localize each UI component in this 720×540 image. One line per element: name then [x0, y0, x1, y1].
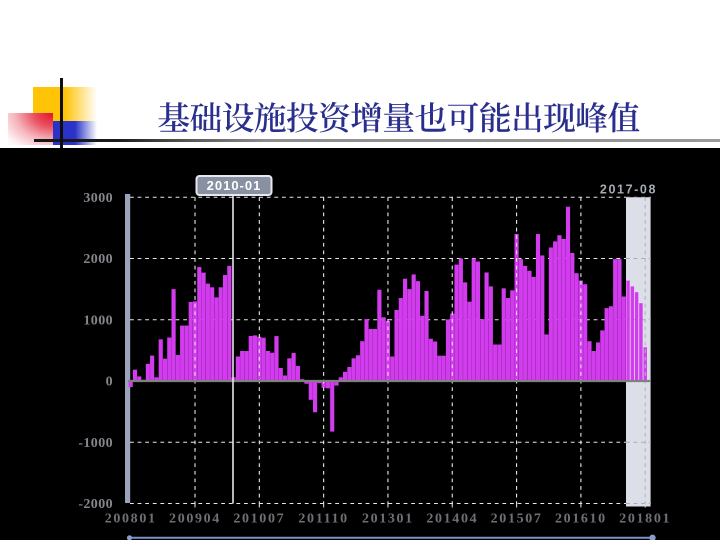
svg-text:201801: 201801: [619, 512, 671, 527]
svg-text:-1000: -1000: [78, 436, 113, 451]
svg-text:200801: 200801: [105, 512, 157, 527]
svg-text:201007: 201007: [233, 512, 285, 527]
svg-text:201610: 201610: [555, 512, 607, 527]
svg-text:201301: 201301: [362, 512, 414, 527]
svg-text:201404: 201404: [426, 512, 478, 527]
svg-text:-2000: -2000: [78, 497, 113, 512]
svg-text:0: 0: [106, 375, 113, 390]
svg-text:200904: 200904: [169, 512, 221, 527]
svg-text:1000: 1000: [83, 313, 113, 328]
svg-text:2010-01: 2010-01: [207, 178, 262, 193]
svg-text:201507: 201507: [491, 512, 543, 527]
svg-text:3000: 3000: [83, 191, 113, 206]
svg-text:2017-08: 2017-08: [600, 183, 657, 197]
svg-text:2000: 2000: [83, 252, 113, 267]
svg-text:201110: 201110: [298, 512, 348, 527]
